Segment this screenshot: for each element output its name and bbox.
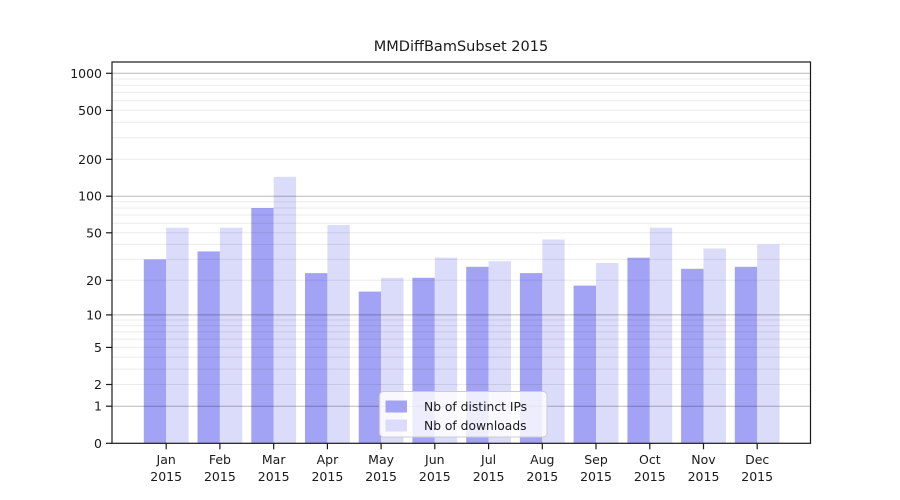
bar-downloads-nov — [703, 248, 726, 444]
x-tick-label-year: 2015 — [258, 469, 290, 484]
y-tick-label: 0 — [94, 436, 102, 451]
y-axis-ticks: 0 1 2 5 10 20 50 100 200 500 1000 — [70, 66, 112, 451]
x-tick-label-month: May — [368, 452, 394, 467]
x-tick-label-year: 2015 — [473, 469, 505, 484]
legend-label-distinct-ips: Nb of distinct IPs — [424, 400, 527, 414]
x-tick-label-year: 2015 — [688, 469, 720, 484]
x-tick-label-year: 2015 — [311, 469, 343, 484]
x-tick-label-month: Dec — [745, 452, 769, 467]
bar-downloads-mar — [273, 176, 297, 444]
y-tick-label: 100 — [78, 189, 102, 204]
x-tick-label-month: Apr — [317, 452, 339, 467]
x-tick-label-month: Nov — [691, 452, 716, 467]
x-tick-label-year: 2015 — [150, 469, 182, 484]
bar-distinct-ips-jan — [143, 259, 167, 444]
y-tick-label: 10 — [86, 307, 102, 322]
x-tick-label-year: 2015 — [204, 469, 236, 484]
x-tick-label-year: 2015 — [634, 469, 666, 484]
x-tick-label-year: 2015 — [365, 469, 397, 484]
bar-downloads-aug — [542, 239, 565, 444]
legend-swatch-downloads — [385, 419, 407, 432]
x-tick-label-month: Feb — [209, 452, 231, 467]
bar-downloads-feb — [219, 227, 243, 444]
bar-distinct-ips-oct — [627, 257, 650, 444]
bar-downloads-sep — [596, 263, 619, 444]
x-tick-label-year: 2015 — [419, 469, 451, 484]
bar-distinct-ips-nov — [681, 268, 704, 444]
bar-downloads-oct — [649, 227, 673, 444]
x-tick-label-month: Sep — [584, 452, 608, 467]
bar-distinct-ips-dec — [734, 266, 758, 444]
chart-title: MMDiffBamSubset 2015 — [374, 39, 548, 55]
bar-distinct-ips-apr — [305, 273, 328, 444]
x-tick-label-month: Jul — [480, 452, 496, 467]
legend: Nb of distinct IPs Nb of downloads — [379, 391, 548, 438]
x-tick-label-month: Aug — [530, 452, 554, 467]
x-tick-label-month: Oct — [639, 452, 661, 467]
plot-border — [111, 61, 812, 444]
y-tick-label: 500 — [78, 103, 102, 118]
bar-distinct-ips-feb — [197, 251, 220, 444]
y-tick-label: 1000 — [70, 66, 102, 81]
x-tick-label-year: 2015 — [741, 469, 773, 484]
x-tick-label-year: 2015 — [580, 469, 612, 484]
y-tick-label: 200 — [78, 152, 102, 167]
bar-distinct-ips-mar — [251, 208, 274, 444]
y-tick-label: 1 — [94, 399, 102, 414]
y-tick-label: 50 — [86, 225, 102, 240]
legend-swatch-distinct-ips — [385, 400, 407, 413]
x-tick-label-year: 2015 — [526, 469, 558, 484]
bar-downloads-jan — [166, 227, 189, 444]
bar-downloads-apr — [327, 225, 350, 444]
legend-box — [379, 391, 548, 438]
y-tick-label: 2 — [94, 377, 102, 392]
x-tick-label-month: Mar — [262, 452, 286, 467]
gridlines-group — [112, 72, 811, 407]
y-tick-label: 20 — [86, 273, 102, 288]
bar-distinct-ips-sep — [573, 285, 596, 444]
x-axis-ticks: Jan 2015 Feb 2015 Mar 2015 Apr 2015 May 2015 Jun 20… — [150, 443, 773, 484]
bar-distinct-ips-may — [358, 291, 382, 444]
bar-downloads-dec — [757, 244, 780, 444]
x-tick-label-month: Jan — [156, 452, 176, 467]
x-tick-label-month: Jun — [424, 452, 445, 467]
y-tick-label: 5 — [94, 340, 102, 355]
legend-label-downloads: Nb of downloads — [424, 419, 527, 433]
